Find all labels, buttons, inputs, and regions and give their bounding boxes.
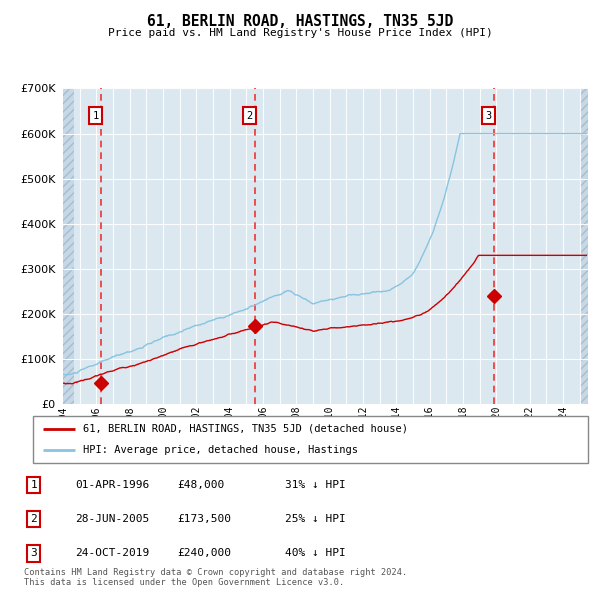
Text: £48,000: £48,000 [177,480,224,490]
Text: 61, BERLIN ROAD, HASTINGS, TN35 5JD: 61, BERLIN ROAD, HASTINGS, TN35 5JD [147,14,453,28]
Text: 01-APR-1996: 01-APR-1996 [75,480,149,490]
Text: 3: 3 [485,110,491,120]
Text: 3: 3 [30,549,37,558]
Text: 31% ↓ HPI: 31% ↓ HPI [285,480,346,490]
Text: 28-JUN-2005: 28-JUN-2005 [75,514,149,524]
Text: 24-OCT-2019: 24-OCT-2019 [75,549,149,558]
Text: Contains HM Land Registry data © Crown copyright and database right 2024.
This d: Contains HM Land Registry data © Crown c… [24,568,407,587]
Text: Price paid vs. HM Land Registry's House Price Index (HPI): Price paid vs. HM Land Registry's House … [107,28,493,38]
Text: 2: 2 [247,110,253,120]
Text: HPI: Average price, detached house, Hastings: HPI: Average price, detached house, Hast… [83,445,358,455]
Text: 61, BERLIN ROAD, HASTINGS, TN35 5JD (detached house): 61, BERLIN ROAD, HASTINGS, TN35 5JD (det… [83,424,408,434]
Text: 2: 2 [30,514,37,524]
Text: 25% ↓ HPI: 25% ↓ HPI [285,514,346,524]
Text: 40% ↓ HPI: 40% ↓ HPI [285,549,346,558]
Text: £173,500: £173,500 [177,514,231,524]
Text: 1: 1 [30,480,37,490]
Text: £240,000: £240,000 [177,549,231,558]
Text: 1: 1 [92,110,98,120]
FancyBboxPatch shape [33,416,588,463]
